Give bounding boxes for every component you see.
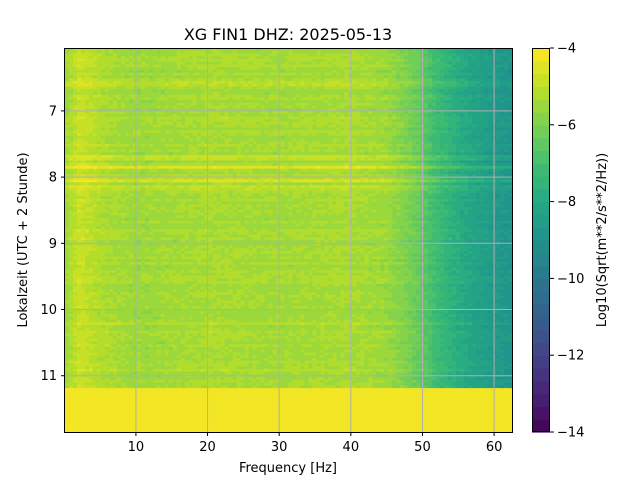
chart-title: XG FIN1 DHZ: 2025-05-13 <box>184 25 392 44</box>
spectrogram-heatmap <box>65 48 513 433</box>
